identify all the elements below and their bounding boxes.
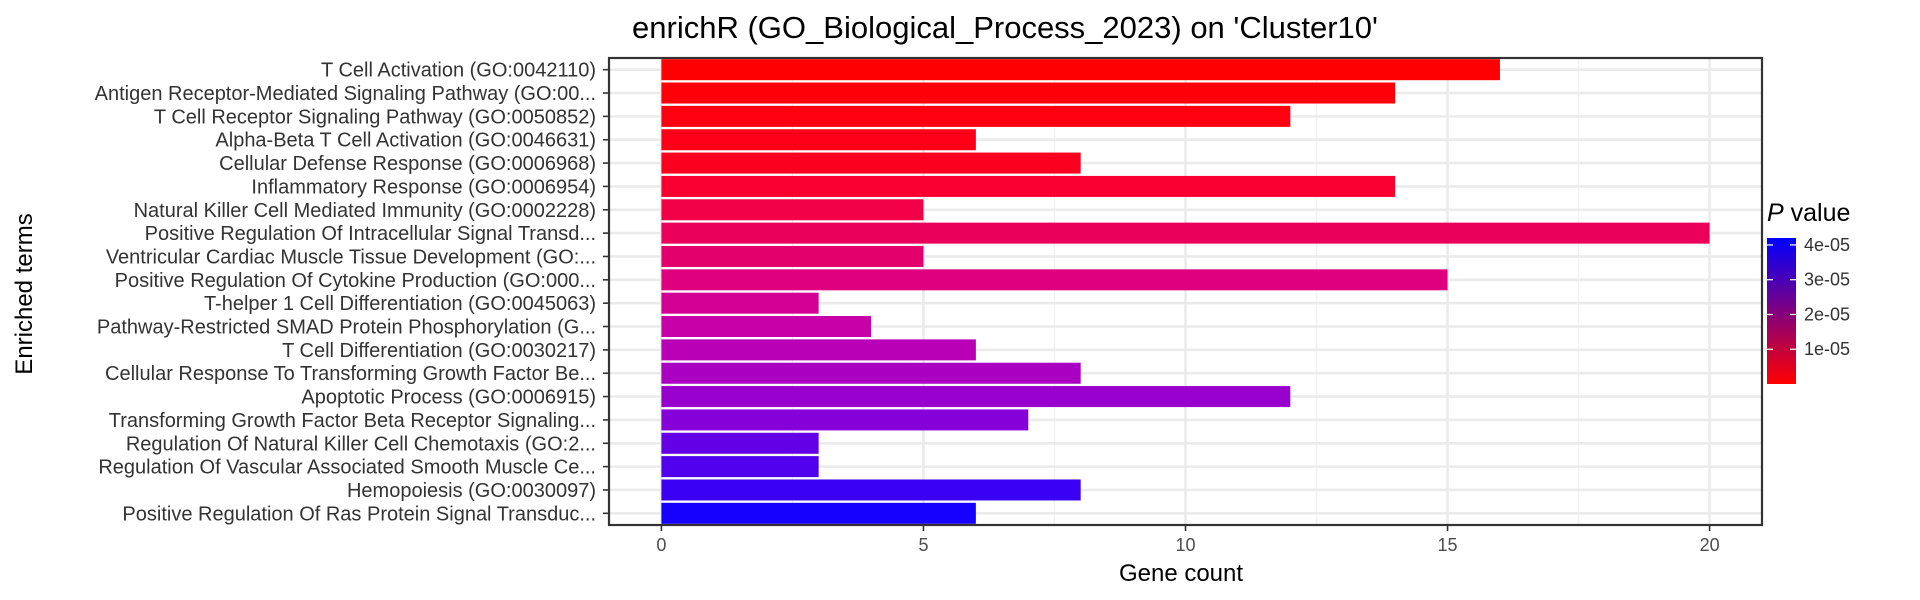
bar	[661, 386, 1291, 408]
category-label: Positive Regulation Of Cytokine Producti…	[115, 270, 596, 292]
legend-title-rest: value	[1784, 199, 1851, 227]
legend-title: P value	[1767, 199, 1850, 227]
category-label: Antigen Receptor-Mediated Signaling Path…	[95, 83, 596, 105]
category-label: Ventricular Cardiac Muscle Tissue Develo…	[106, 246, 596, 268]
x-axis-title: Gene count	[1119, 560, 1243, 587]
chart-title: enrichR (GO_Biological_Process_2023) on …	[632, 10, 1378, 45]
bar	[661, 82, 1396, 104]
category-label: Cellular Response To Transforming Growth…	[105, 363, 596, 385]
bar	[661, 199, 924, 221]
bar	[661, 339, 976, 361]
x-tick-label: 0	[656, 535, 666, 555]
legend-tick-label: 4e-05	[1804, 235, 1850, 255]
category-label: Cellular Defense Response (GO:0006968)	[219, 153, 596, 175]
bar	[661, 432, 819, 454]
bar	[661, 479, 1081, 501]
category-label: Transforming Growth Factor Beta Receptor…	[109, 410, 596, 432]
bar	[661, 456, 819, 478]
color-bar	[1767, 238, 1796, 384]
bar	[661, 129, 976, 151]
category-label: Alpha-Beta T Cell Activation (GO:0046631…	[215, 130, 596, 152]
bar	[661, 502, 976, 524]
bar	[661, 362, 1081, 384]
legend-title-italic: P	[1767, 199, 1784, 227]
category-label: Inflammatory Response (GO:0006954)	[251, 176, 596, 198]
category-label: Hemopoiesis (GO:0030097)	[347, 480, 596, 502]
bar	[661, 409, 1029, 431]
category-label: Regulation Of Vascular Associated Smooth…	[98, 457, 596, 479]
bar	[661, 292, 819, 314]
category-label: T Cell Receptor Signaling Pathway (GO:00…	[154, 106, 596, 128]
bar	[661, 222, 1710, 244]
bar	[661, 269, 1448, 291]
category-label: Positive Regulation Of Ras Protein Signa…	[122, 503, 596, 525]
x-tick-label: 20	[1700, 535, 1720, 555]
legend-tick-label: 1e-05	[1804, 339, 1850, 359]
category-label: Apoptotic Process (GO:0006915)	[301, 387, 596, 409]
bar	[661, 152, 1081, 174]
category-label: Natural Killer Cell Mediated Immunity (G…	[134, 200, 596, 222]
bar	[661, 59, 1500, 81]
category-label: T Cell Differentiation (GO:0030217)	[282, 340, 596, 362]
plot-area: T Cell Activation (GO:0042110)Antigen Re…	[95, 56, 1764, 555]
category-label: Regulation Of Natural Killer Cell Chemot…	[126, 433, 596, 455]
legend-tick-label: 2e-05	[1804, 304, 1850, 324]
category-label: T-helper 1 Cell Differentiation (GO:0045…	[204, 293, 596, 315]
category-label: Pathway-Restricted SMAD Protein Phosphor…	[97, 317, 596, 339]
x-tick-label: 10	[1175, 535, 1195, 555]
bar	[661, 105, 1291, 127]
category-label: T Cell Activation (GO:0042110)	[321, 60, 596, 82]
x-tick-label: 5	[918, 535, 928, 555]
category-label: Positive Regulation Of Intracellular Sig…	[145, 223, 596, 245]
y-axis-title: Enriched terms	[11, 213, 38, 374]
legend-tick-label: 3e-05	[1804, 270, 1850, 290]
bar	[661, 175, 1396, 197]
bar	[661, 245, 924, 267]
bar	[661, 316, 872, 338]
p-value-legend: P value 1e-05 2e-05 3e-05 4e-05	[1767, 199, 1850, 384]
x-tick-label: 15	[1438, 535, 1458, 555]
